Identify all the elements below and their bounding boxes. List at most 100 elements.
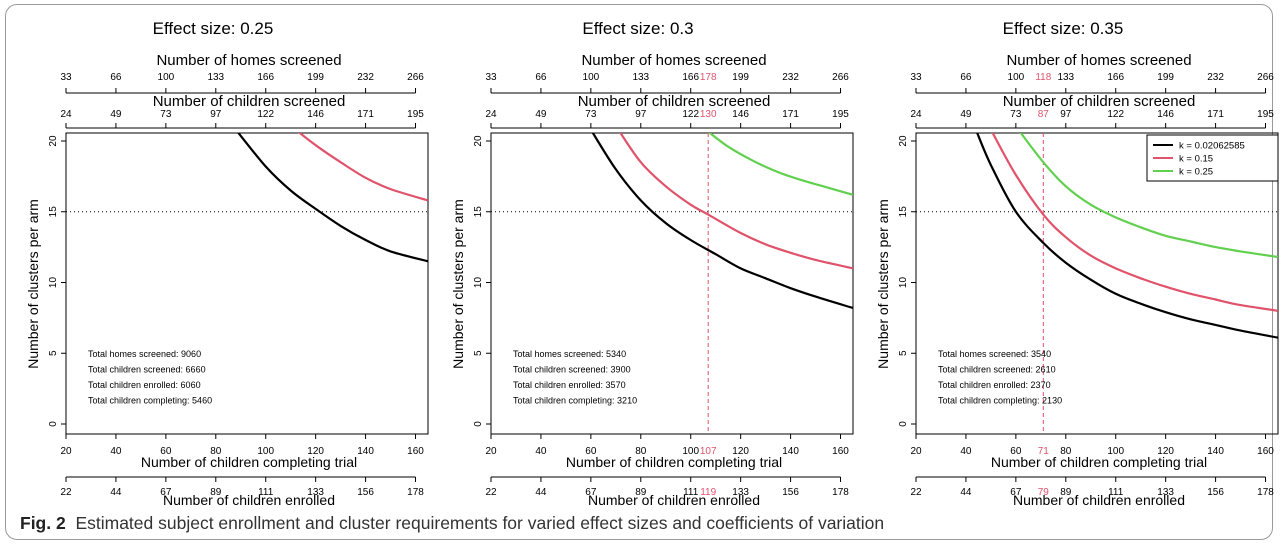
annotation-text: Total homes screened: 3540 — [938, 349, 1051, 359]
plot-content — [66, 133, 428, 263]
homes-tick-label: 133 — [1057, 72, 1074, 83]
children-screened-tick-label: 195 — [1257, 109, 1274, 120]
x-tick-label: 60 — [160, 446, 172, 457]
enrolled-tick-label: 89 — [210, 487, 222, 498]
enrolled-tick-label: 22 — [910, 487, 922, 498]
y-tick-label: 0 — [473, 421, 484, 427]
enrolled-tick-label: 111 — [258, 487, 274, 498]
homes-tick-label: 66 — [110, 72, 122, 83]
y-axis-label: Number of clusters per arm — [25, 199, 41, 369]
series-line-1 — [591, 133, 853, 310]
panel-2: Effect size: 0.3 Number of homes screened… — [450, 19, 854, 508]
homes-tick-label: 133 — [207, 72, 224, 83]
highlight-children-screened-label: 130 — [700, 109, 717, 120]
highlight-enrolled-label: 119 — [700, 487, 716, 498]
children-screened-axis-label: Number of children screened — [153, 93, 346, 110]
x-tick-label: 120 — [307, 446, 324, 457]
plot-area — [65, 132, 429, 435]
y-tick-label: 20 — [473, 135, 484, 147]
series-line-2 — [991, 133, 1278, 312]
enrolled-tick-label: 22 — [60, 487, 72, 498]
panel-title: Effect size: 0.35 — [1003, 19, 1124, 38]
children-screened-tick-label: 171 — [357, 109, 374, 120]
x-tick-label: 140 — [357, 446, 374, 457]
enrolled-tick-label: 44 — [535, 487, 547, 498]
enrolled-tick-label: 178 — [1257, 487, 1274, 498]
enrolled-tick-label: 44 — [960, 487, 972, 498]
children-screened-tick-label: 171 — [1207, 109, 1224, 120]
y-tick-label: 20 — [898, 135, 909, 147]
x-tick-label: 80 — [210, 446, 222, 457]
enrolled-tick-label: 156 — [357, 487, 374, 498]
x-tick-label: 40 — [960, 446, 972, 457]
homes-tick-label: 199 — [1157, 72, 1174, 83]
y-tick-label: 20 — [48, 135, 59, 147]
enrolled-tick-label: 67 — [1010, 487, 1022, 498]
x-tick-label: 100 — [257, 446, 274, 457]
annotation-text: Total children screened: 3900 — [513, 365, 631, 375]
legend-entry: k = 0.15 — [1179, 154, 1213, 165]
annotation-text: Total children completing: 2130 — [938, 396, 1062, 406]
children-screened-tick-label: 73 — [160, 109, 172, 120]
series-line-3 — [708, 133, 853, 196]
panel-1: Effect size: 0.25 Number of homes screene… — [25, 19, 429, 508]
highlight-homes-label: 178 — [700, 72, 717, 83]
homes-tick-label: 166 — [1107, 72, 1124, 83]
enrolled-tick-label: 156 — [782, 487, 799, 498]
homes-tick-label: 232 — [357, 72, 374, 83]
figure-frame — [5, 4, 1273, 540]
x-tick-label: 100 — [1107, 446, 1124, 457]
y-tick-label: 5 — [473, 350, 484, 356]
homes-axis-label: Number of homes screened — [581, 52, 766, 69]
annotation-text: Total children enrolled: 3570 — [513, 380, 626, 390]
x-tick-label: 20 — [485, 446, 497, 457]
children-screened-tick-label: 73 — [585, 109, 597, 120]
highlight-enrolled-label: 79 — [1038, 487, 1050, 498]
children-screened-tick-label: 49 — [535, 109, 547, 120]
enrolled-tick-label: 156 — [1207, 487, 1224, 498]
children-screened-tick-label: 122 — [1107, 109, 1124, 120]
y-tick-label: 0 — [898, 421, 909, 427]
y-tick-label: 0 — [48, 421, 59, 427]
enrolled-tick-label: 89 — [635, 487, 647, 498]
homes-tick-label: 199 — [732, 72, 749, 83]
enrolled-tick-label: 133 — [732, 487, 749, 498]
enrolled-tick-label: 111 — [1108, 487, 1124, 498]
homes-tick-label: 266 — [407, 72, 424, 83]
children-screened-axis-label: Number of children screened — [1003, 93, 1196, 110]
homes-axis-label: Number of homes screened — [156, 52, 341, 69]
annotation-text: Total children completing: 5460 — [88, 396, 212, 406]
x-tick-label: 60 — [585, 446, 597, 457]
highlight-children-screened-label: 87 — [1038, 109, 1050, 120]
homes-tick-label: 100 — [1008, 72, 1025, 83]
children-screened-tick-label: 195 — [407, 109, 424, 120]
children-screened-tick-label: 49 — [110, 109, 122, 120]
enrolled-axis-label: Number of children enrolled — [1013, 492, 1185, 508]
children-screened-tick-label: 24 — [60, 109, 72, 120]
y-tick-label: 15 — [48, 206, 59, 218]
y-tick-label: 15 — [473, 206, 484, 218]
y-axis-label: Number of clusters per arm — [450, 199, 466, 369]
enrolled-tick-label: 22 — [485, 487, 497, 498]
children-screened-tick-label: 146 — [732, 109, 749, 120]
homes-tick-label: 232 — [782, 72, 799, 83]
children-screened-tick-label: 97 — [210, 109, 222, 120]
x-tick-label: 120 — [1157, 446, 1174, 457]
plot-area — [915, 132, 1279, 435]
homes-tick-label: 166 — [257, 72, 274, 83]
x-tick-label: 160 — [1257, 446, 1274, 457]
x-tick-label: 120 — [732, 446, 749, 457]
legend: k = 0.02062585 k = 0.15 k = 0.25 — [1146, 134, 1279, 182]
x-tick-label: 80 — [1060, 446, 1072, 457]
caption-label: Fig. 2 — [20, 513, 66, 533]
x-tick-label: 140 — [782, 446, 799, 457]
panel-3: Effect size: 0.35 Number of homes screene… — [875, 19, 1279, 508]
homes-tick-label: 199 — [307, 72, 324, 83]
children-screened-axis-label: Number of children screened — [578, 93, 771, 110]
homes-tick-label: 232 — [1207, 72, 1224, 83]
children-screened-tick-label: 24 — [485, 109, 497, 120]
homes-tick-label: 266 — [832, 72, 849, 83]
children-screened-tick-label: 97 — [1060, 109, 1072, 120]
x-tick-label: 160 — [832, 446, 849, 457]
